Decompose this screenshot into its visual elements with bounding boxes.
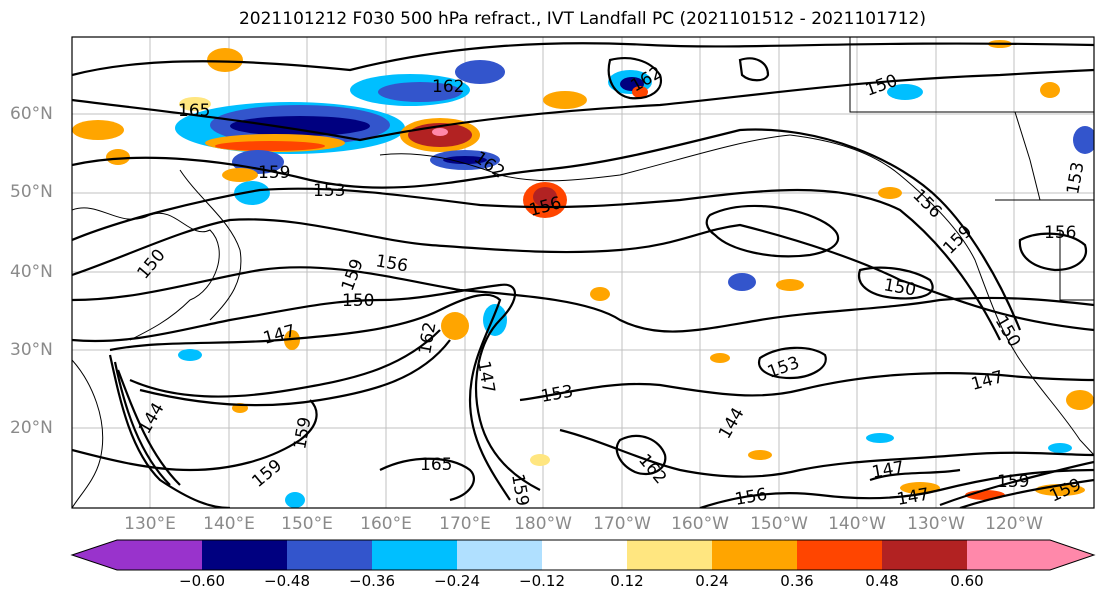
contour-label: 159 [258,163,290,183]
colorbar-segment [627,540,712,570]
height-contours [72,42,1094,508]
lon-label: 160°E [360,514,412,534]
contour-label: 162 [432,77,464,97]
lat-label: 60°N [10,104,53,124]
contour-label: 165 [420,455,452,475]
lon-label: 120°W [985,514,1043,534]
colorbar-outline [70,539,1096,571]
lat-label: 30°N [10,340,53,360]
colorbar-tick-label: −0.24 [434,572,480,590]
colorbar-tick-label: −0.60 [179,572,225,590]
lon-label: 130°W [907,514,965,534]
colorbar-segment [712,540,797,570]
lon-label: 150°W [750,514,808,534]
colorbar [70,539,1096,571]
lat-label: 50°N [10,182,53,202]
lon-label: 130°E [124,514,176,534]
lat-label: 20°N [10,418,53,438]
lon-label: 170°E [439,514,491,534]
contour-label: 159 [997,472,1029,492]
contour-label: 153 [313,181,345,201]
colorbar-tick-label: 0.48 [865,572,899,590]
colorbar-segment [457,540,542,570]
coastlines [72,37,1094,508]
colorbar-segment [372,540,457,570]
lat-label: 40°N [10,262,53,282]
colorbar-segment [542,540,627,570]
lon-label: 140°W [828,514,886,534]
contour-label: 150 [342,291,374,311]
colorbar-segment [797,540,882,570]
colorbar-segment [882,540,967,570]
colorbar-segment [202,540,287,570]
colorbar-tick-label: 0.60 [950,572,984,590]
lon-label: 150°E [281,514,333,534]
colorbar-tick-label: −0.48 [264,572,310,590]
colorbar-segment [967,540,1094,570]
colorbar-tick-label: 0.24 [695,572,729,590]
map-title: 2021101212 F030 500 hPa refract., IVT La… [238,9,926,29]
plot-frame [71,36,1095,509]
colorbar-tick-label: 0.12 [610,572,644,590]
colorbar-segment [72,540,202,570]
contour-label: 147 [895,485,930,510]
colorbar-tick-label: 0.36 [780,572,814,590]
contour-label: 156 [1044,223,1076,243]
contour-label: 165 [178,101,210,121]
lon-label: 140°E [203,514,255,534]
colorbar-tick-label: −0.36 [349,572,395,590]
colorbar-tick-label: −0.12 [519,572,565,590]
lon-label: 180°W [514,514,572,534]
lon-label: 160°W [671,514,729,534]
colorbar-segment [287,540,372,570]
lon-label: 170°W [593,514,651,534]
refractivity-shading [72,40,1094,508]
contour-label: 156 [733,485,768,510]
